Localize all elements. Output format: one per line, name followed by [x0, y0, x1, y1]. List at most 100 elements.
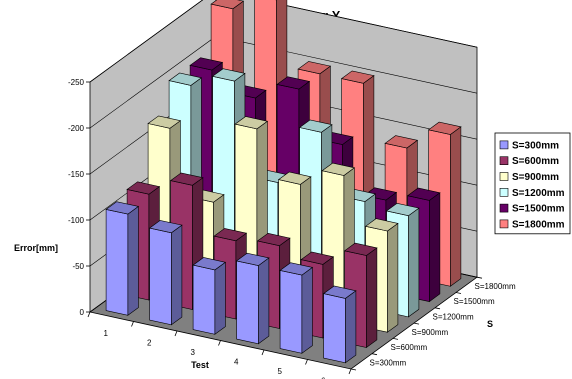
- bar-top-face: [406, 187, 441, 201]
- bar-side-face: [301, 266, 313, 354]
- bar: [235, 252, 270, 345]
- y-axis-title: Error[mm]: [14, 243, 58, 253]
- bar-side-face: [127, 205, 139, 316]
- bar-top-face: [211, 68, 246, 82]
- depth-tick-label: S=300mm: [370, 358, 407, 367]
- x-axis-title: Test: [191, 360, 209, 370]
- bar: [322, 285, 357, 364]
- legend-label: S=1200mm: [512, 188, 565, 199]
- legend-swatch: [499, 219, 509, 229]
- legend-label: S=1500mm: [512, 204, 565, 215]
- bar-top-face: [298, 119, 333, 133]
- x-tick-mark: [131, 321, 134, 327]
- bar-top-face: [126, 181, 161, 195]
- bar-top-face: [148, 220, 183, 234]
- y-tick-label: -100: [68, 216, 85, 225]
- bar: [105, 201, 140, 316]
- bar-top-face: [343, 242, 378, 256]
- legend-swatch: [499, 203, 509, 213]
- bar: [192, 257, 227, 335]
- bar-top-face: [300, 251, 335, 265]
- y-tick-label: -250: [68, 78, 85, 87]
- depth-tick-mark: [392, 338, 399, 340]
- x-tick-mark: [218, 340, 221, 346]
- bar-top-face: [192, 257, 227, 271]
- legend-swatch: [499, 140, 509, 150]
- depth-tick-label: S=1200mm: [433, 312, 474, 321]
- bar-top-face: [235, 252, 270, 266]
- depth-tick-mark: [371, 353, 378, 356]
- bar-side-face: [429, 192, 441, 303]
- x-tick-mark: [87, 311, 91, 318]
- bars: [105, 0, 462, 364]
- bar-top-face: [168, 72, 203, 86]
- bar-side-face: [171, 224, 183, 326]
- depth-tick-mark: [413, 322, 420, 325]
- legend: S=300mm S=600mm S=900mm S=1200mm S=1500mm S=1…: [494, 132, 571, 235]
- bar-top-face: [385, 202, 420, 217]
- bar-front-face: [236, 260, 259, 345]
- legend-box: [494, 132, 571, 235]
- bar-side-face: [408, 207, 420, 318]
- bar-front-face: [105, 209, 129, 316]
- bar-front-face: [192, 264, 216, 335]
- bar-top-face: [276, 76, 311, 90]
- x-tick-mark: [174, 330, 178, 337]
- x-tick-label: 2: [147, 338, 152, 347]
- depth-axis-title: S: [487, 319, 493, 329]
- bar-top-face: [384, 135, 419, 149]
- bar: [148, 220, 183, 326]
- y-tick-label: -50: [72, 262, 84, 271]
- bar-top-face: [427, 121, 462, 135]
- depth-tick-mark: [455, 292, 462, 294]
- bar-front-face: [149, 227, 172, 326]
- bar-side-face: [345, 290, 357, 364]
- bar-top-face: [105, 201, 140, 215]
- bar-side-face: [387, 222, 399, 333]
- legend-swatch: [499, 188, 509, 197]
- depth-tick-mark: [434, 307, 441, 310]
- bar-top-face: [169, 172, 204, 186]
- bar-top-face: [322, 285, 357, 299]
- x-axis-ticks: 1 2 3 4 5 6: [87, 311, 352, 379]
- depth-tick-mark: [476, 276, 483, 279]
- y-tick-label: -200: [68, 124, 85, 133]
- legend-label: S=600mm: [512, 156, 559, 167]
- depth-tick-label: S=600mm: [391, 343, 428, 352]
- x-tick-label: 3: [191, 348, 196, 357]
- bar-front-face: [279, 270, 303, 354]
- bar-side-face: [214, 261, 226, 335]
- x-tick-label: 1: [104, 329, 109, 338]
- x-tick-label: 6: [321, 376, 326, 379]
- bar-top-face: [213, 228, 248, 242]
- depth-tick-label: S=1800mm: [475, 282, 516, 291]
- depth-tick-label: S=900mm: [412, 328, 449, 337]
- legend-swatch: [499, 156, 509, 165]
- bar-top-face: [256, 232, 291, 247]
- bar-side-face: [366, 247, 378, 349]
- bar-top-face: [364, 218, 399, 232]
- x-tick-mark: [348, 368, 352, 375]
- x-tick-label: 4: [234, 357, 239, 366]
- legend-label: S=1800mm: [512, 219, 565, 230]
- depth-axis-ticks: S=300mm S=600mm S=900mm S=1200mm S=1500mm S=1…: [350, 276, 516, 371]
- bar-side-face: [450, 126, 462, 287]
- bar-top-face: [279, 262, 314, 276]
- bar-top-face: [189, 57, 224, 71]
- bar-top-face: [147, 115, 182, 129]
- gridline: [89, 0, 478, 83]
- depth-tick-label: S=1500mm: [454, 297, 495, 306]
- y-tick-label: 0: [80, 308, 85, 317]
- bar-side-face: [258, 257, 270, 345]
- legend-swatch: [499, 172, 509, 181]
- bar-top-face: [297, 61, 332, 75]
- legend-label: S=300mm: [512, 140, 559, 151]
- x-tick-mark: [305, 359, 308, 365]
- bar-front-face: [323, 293, 346, 364]
- x-tick-label: 5: [278, 367, 283, 376]
- x-tick-mark: [261, 349, 265, 356]
- legend-label: S=900mm: [512, 172, 559, 183]
- bar-top-face: [210, 0, 245, 10]
- bar-top-face: [340, 70, 375, 84]
